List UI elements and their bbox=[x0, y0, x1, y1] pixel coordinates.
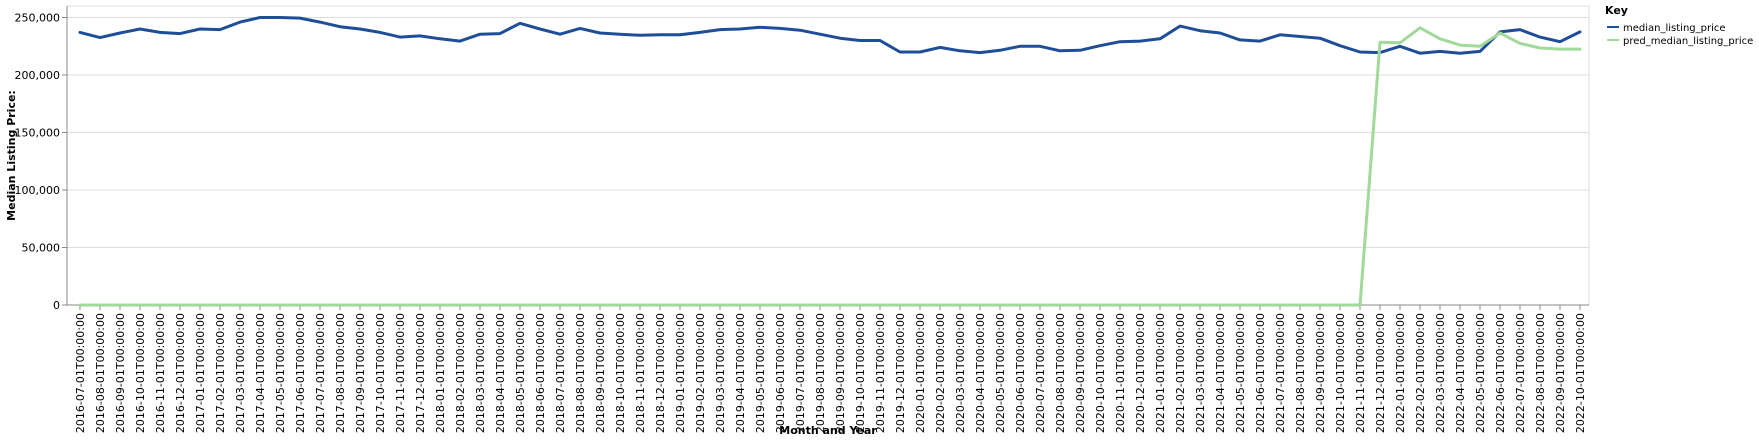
series-line-median-listing-price bbox=[78, 16, 1582, 55]
x-tick-label: 2017-09-01T00:00:00 bbox=[354, 313, 367, 433]
legend-label: median_listing_price bbox=[1623, 23, 1726, 34]
x-tick-label: 2020-04-01T00:00:00 bbox=[974, 313, 987, 433]
x-tick-label: 2018-08-01T00:00:00 bbox=[574, 313, 587, 433]
x-tick-label: 2020-05-01T00:00:00 bbox=[994, 313, 1007, 433]
x-tick-label: 2019-01-01T00:00:00 bbox=[674, 313, 687, 433]
x-tick-label: 2019-10-01T00:00:00 bbox=[854, 313, 867, 433]
x-tick-label: 2020-11-01T00:00:00 bbox=[1114, 313, 1127, 433]
x-tick-label: 2016-11-01T00:00:00 bbox=[154, 313, 167, 433]
x-axis-title: Month and Year bbox=[779, 424, 877, 437]
x-tick-label: 2017-01-01T00:00:00 bbox=[194, 313, 207, 433]
legend-items: median_listing_price pred_median_listing_… bbox=[1607, 23, 1753, 47]
x-tick-label: 2022-04-01T00:00:00 bbox=[1454, 313, 1467, 433]
x-tick-label: 2017-04-01T00:00:00 bbox=[254, 313, 267, 433]
x-tick-label: 2017-08-01T00:00:00 bbox=[334, 313, 347, 433]
x-tick-label: 2016-08-01T00:00:00 bbox=[94, 313, 107, 433]
legend-label: pred_median_listing_price bbox=[1623, 36, 1753, 47]
x-tick-label: 2019-07-01T00:00:00 bbox=[794, 313, 807, 433]
y-tick-label: 0 bbox=[53, 299, 60, 312]
x-tick-label: 2018-06-01T00:00:00 bbox=[534, 313, 547, 433]
x-tick-label: 2020-10-01T00:00:00 bbox=[1094, 313, 1107, 433]
x-tick-label: 2019-09-01T00:00:00 bbox=[834, 313, 847, 433]
x-tick-label: 2021-12-01T00:00:00 bbox=[1374, 313, 1387, 433]
x-tick-label: 2022-02-01T00:00:00 bbox=[1414, 313, 1427, 433]
x-tick-label: 2019-03-01T00:00:00 bbox=[714, 313, 727, 433]
x-tick-label: 2018-10-01T00:00:00 bbox=[614, 313, 627, 433]
x-tick-label: 2016-10-01T00:00:00 bbox=[134, 313, 147, 433]
x-tick-label: 2021-09-01T00:00:00 bbox=[1314, 313, 1327, 433]
x-tick-label: 2020-08-01T00:00:00 bbox=[1054, 313, 1067, 433]
x-tick-label: 2021-05-01T00:00:00 bbox=[1234, 313, 1247, 433]
x-tick-label: 2017-05-01T00:00:00 bbox=[274, 313, 287, 433]
x-tick-label: 2022-06-01T00:00:00 bbox=[1494, 313, 1507, 433]
x-tick-label: 2022-10-01T00:00:00 bbox=[1574, 313, 1587, 433]
x-tick-label: 2017-12-01T00:00:00 bbox=[414, 313, 427, 433]
x-tick-label: 2017-03-01T00:00:00 bbox=[234, 313, 247, 433]
x-tick-label: 2018-05-01T00:00:00 bbox=[514, 313, 527, 433]
series-lines bbox=[78, 16, 1582, 307]
x-tick-label: 2019-04-01T00:00:00 bbox=[734, 313, 747, 433]
x-tick-label: 2022-01-01T00:00:00 bbox=[1394, 313, 1407, 433]
x-tick-label: 2020-03-01T00:00:00 bbox=[954, 313, 967, 433]
x-tick-label: 2021-04-01T00:00:00 bbox=[1214, 313, 1227, 433]
x-tick-label: 2021-02-01T00:00:00 bbox=[1174, 313, 1187, 433]
y-tick-label: 250,000 bbox=[15, 12, 61, 25]
x-tick-label: 2018-01-01T00:00:00 bbox=[434, 313, 447, 433]
y-tick-label: 200,000 bbox=[15, 69, 61, 82]
x-tick-label: 2018-07-01T00:00:00 bbox=[554, 313, 567, 433]
x-tick-label: 2018-12-01T00:00:00 bbox=[654, 313, 667, 433]
legend-title: Key bbox=[1605, 4, 1628, 17]
x-tick-label: 2022-07-01T00:00:00 bbox=[1514, 313, 1527, 433]
x-tick-label: 2018-03-01T00:00:00 bbox=[474, 313, 487, 433]
y-tick-label: 100,000 bbox=[15, 184, 61, 197]
x-tick-label: 2021-06-01T00:00:00 bbox=[1254, 313, 1267, 433]
y-tick-label: 50,000 bbox=[22, 242, 61, 255]
x-tick-label: 2020-07-01T00:00:00 bbox=[1034, 313, 1047, 433]
x-tick-label: 2022-08-01T00:00:00 bbox=[1534, 313, 1547, 433]
x-tick-label: 2021-08-01T00:00:00 bbox=[1294, 313, 1307, 433]
x-tick-label: 2019-11-01T00:00:00 bbox=[874, 313, 887, 433]
x-tick-label: 2020-01-01T00:00:00 bbox=[914, 313, 927, 433]
x-tick-label: 2022-05-01T00:00:00 bbox=[1474, 313, 1487, 433]
x-tick-label: 2022-09-01T00:00:00 bbox=[1554, 313, 1567, 433]
x-tick-label: 2019-08-01T00:00:00 bbox=[814, 313, 827, 433]
x-tick-label: 2020-12-01T00:00:00 bbox=[1134, 313, 1147, 433]
x-tick-label: 2016-09-01T00:00:00 bbox=[114, 313, 127, 433]
x-tick-label: 2019-12-01T00:00:00 bbox=[894, 313, 907, 433]
x-tick-label: 2017-11-01T00:00:00 bbox=[394, 313, 407, 433]
x-tick-label: 2017-02-01T00:00:00 bbox=[214, 313, 227, 433]
x-tick-label: 2019-02-01T00:00:00 bbox=[694, 313, 707, 433]
axes: 0 50,000 100,000 150,000 200,000 250,000 2016-… bbox=[15, 6, 1589, 433]
x-tick-label: 2021-11-01T00:00:00 bbox=[1354, 313, 1367, 433]
x-tick-label: 2016-12-01T00:00:00 bbox=[174, 313, 187, 433]
x-tick-label: 2018-09-01T00:00:00 bbox=[594, 313, 607, 433]
x-tick-label: 2018-02-01T00:00:00 bbox=[454, 313, 467, 433]
y-tick-label: 150,000 bbox=[15, 127, 61, 140]
x-tick-label: 2019-05-01T00:00:00 bbox=[754, 313, 767, 433]
x-tick-label: 2021-03-01T00:00:00 bbox=[1194, 313, 1207, 433]
x-tick-label: 2020-02-01T00:00:00 bbox=[934, 313, 947, 433]
x-tick-label: 2021-01-01T00:00:00 bbox=[1154, 313, 1167, 433]
x-tick-label: 2021-10-01T00:00:00 bbox=[1334, 313, 1347, 433]
x-tick-label: 2022-03-01T00:00:00 bbox=[1434, 313, 1447, 433]
legend: Key median_listing_price pred_median_list… bbox=[1605, 4, 1753, 47]
y-axis-title: Median Listing Price: bbox=[5, 90, 18, 221]
x-tick-label: 2018-11-01T00:00:00 bbox=[634, 313, 647, 433]
x-tick-label: 2021-07-01T00:00:00 bbox=[1274, 313, 1287, 433]
x-tick-label: 2020-09-01T00:00:00 bbox=[1074, 313, 1087, 433]
x-tick-label: 2018-04-01T00:00:00 bbox=[494, 313, 507, 433]
x-tick-label: 2019-06-01T00:00:00 bbox=[774, 313, 787, 433]
x-tick-label: 2016-07-01T00:00:00 bbox=[74, 313, 87, 433]
series-line-pred-median-listing-price bbox=[78, 26, 1582, 307]
x-tick-label: 2017-07-01T00:00:00 bbox=[314, 313, 327, 433]
x-tick-label: 2017-06-01T00:00:00 bbox=[294, 313, 307, 433]
x-tick-label: 2020-06-01T00:00:00 bbox=[1014, 313, 1027, 433]
x-tick-label: 2017-10-01T00:00:00 bbox=[374, 313, 387, 433]
